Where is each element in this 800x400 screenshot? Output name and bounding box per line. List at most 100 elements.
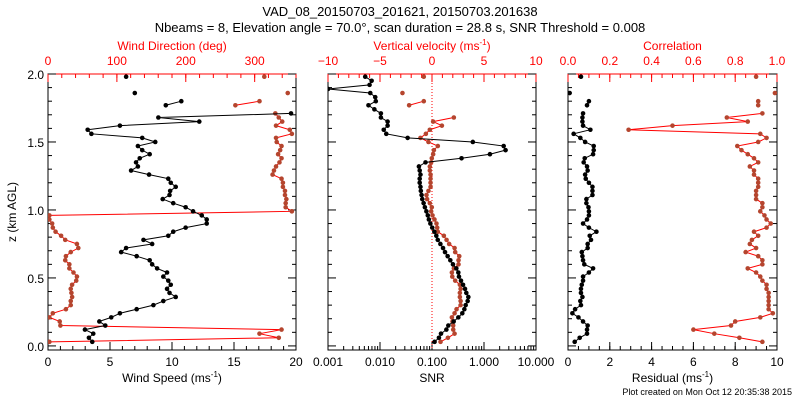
snr-point bbox=[367, 82, 372, 88]
residual-point bbox=[590, 192, 595, 198]
top-tick-label: −5 bbox=[373, 54, 387, 68]
bottom-axis-label: Residual (ms-1) bbox=[632, 370, 713, 385]
residual-point bbox=[584, 164, 590, 169]
vertical-velocity-point bbox=[456, 253, 462, 259]
wind-speed-point bbox=[163, 102, 169, 108]
y-axis-label: z (km AGL) bbox=[5, 182, 19, 242]
vertical-velocity-point bbox=[424, 196, 430, 202]
top-tick-label: −10 bbox=[318, 54, 339, 68]
top-tick-label: 0.2 bbox=[601, 54, 618, 68]
snr-point bbox=[417, 180, 422, 186]
vertical-velocity-point bbox=[429, 155, 435, 161]
wind-direction-point bbox=[285, 90, 291, 96]
correlation-point bbox=[755, 180, 761, 186]
wind-direction-point bbox=[49, 221, 55, 226]
vertical-velocity-point bbox=[450, 323, 456, 328]
snr-point bbox=[462, 286, 468, 292]
wind-direction-point bbox=[257, 331, 262, 336]
wind-direction-point bbox=[58, 233, 64, 239]
snr-point bbox=[373, 98, 379, 104]
residual-point bbox=[571, 131, 576, 137]
wind-speed-point bbox=[117, 310, 123, 316]
vertical-velocity-point bbox=[449, 274, 455, 279]
vertical-velocity-point bbox=[435, 143, 441, 149]
snr-point bbox=[456, 274, 462, 279]
correlation-point bbox=[757, 209, 763, 214]
wind-speed-point bbox=[204, 221, 210, 226]
correlation-point bbox=[760, 262, 765, 267]
residual-point bbox=[572, 306, 578, 312]
snr-point bbox=[456, 315, 461, 320]
snr-point bbox=[465, 298, 470, 304]
wind-speed-point bbox=[167, 188, 173, 194]
wind-direction-point bbox=[279, 155, 284, 161]
wind-direction-point bbox=[271, 168, 277, 173]
wind-direction-point bbox=[63, 306, 69, 312]
vertical-velocity-point bbox=[430, 119, 436, 124]
residual-point bbox=[590, 266, 596, 271]
data-series bbox=[568, 74, 777, 345]
wind-direction-point bbox=[274, 139, 280, 145]
wind-speed-point bbox=[161, 298, 166, 304]
data-series bbox=[328, 74, 508, 345]
wind-speed-point bbox=[135, 164, 141, 169]
vertical-velocity-point bbox=[428, 172, 433, 177]
wind-direction-point bbox=[50, 310, 56, 316]
wind-speed-point bbox=[173, 294, 179, 300]
vertical-velocity-point bbox=[426, 188, 431, 194]
snr-point bbox=[436, 335, 442, 341]
snr-point bbox=[454, 266, 459, 271]
vertical-velocity-point bbox=[454, 306, 459, 312]
wind-direction-point bbox=[279, 119, 285, 124]
wind-direction-point bbox=[277, 147, 283, 153]
wind-direction-point bbox=[69, 290, 74, 296]
correlation-point bbox=[760, 204, 765, 210]
snr-point bbox=[450, 262, 456, 267]
vertical-velocity-point bbox=[458, 298, 463, 304]
wind-direction-point bbox=[69, 282, 75, 288]
snr-point bbox=[487, 151, 493, 157]
wind-speed-point bbox=[134, 306, 139, 312]
residual-point bbox=[579, 282, 585, 288]
correlation-point bbox=[764, 286, 769, 292]
vertical-velocity-point bbox=[438, 339, 443, 345]
vertical-velocity-point bbox=[456, 257, 461, 263]
wind-direction-point bbox=[280, 180, 286, 186]
correlation-point bbox=[757, 315, 763, 320]
wind-direction-point bbox=[279, 327, 284, 332]
wind-direction-point bbox=[63, 253, 69, 259]
wind-speed-point bbox=[165, 233, 171, 239]
wind-direction-point bbox=[275, 151, 281, 157]
wind-speed-point bbox=[137, 155, 143, 161]
residual-point bbox=[578, 302, 584, 308]
residual-point bbox=[580, 253, 585, 259]
wind-speed-point bbox=[146, 172, 152, 177]
correlation-point bbox=[751, 229, 757, 235]
wind-speed-point bbox=[139, 147, 145, 153]
wind-direction-point bbox=[73, 278, 79, 283]
correlation-point bbox=[760, 111, 765, 116]
residual-point bbox=[586, 225, 592, 230]
wind-speed-point bbox=[164, 286, 170, 292]
correlation-point bbox=[749, 237, 755, 243]
bottom-tick-label: 5 bbox=[107, 355, 114, 369]
residual-point bbox=[582, 172, 588, 177]
plot-subtitle: Nbeams = 8, Elevation angle = 70.0°, sca… bbox=[154, 20, 646, 35]
snr-point bbox=[366, 102, 371, 108]
residual-point bbox=[587, 233, 593, 239]
wind-speed-point bbox=[89, 339, 95, 345]
residual-point bbox=[570, 310, 575, 316]
vertical-velocity-point bbox=[444, 237, 449, 243]
residual-point bbox=[581, 160, 586, 165]
correlation-point bbox=[762, 213, 767, 218]
correlation-point bbox=[626, 127, 631, 133]
wind-direction-point bbox=[282, 192, 288, 198]
plot-title: VAD_08_20150703_201621, 20150703.201638 bbox=[262, 4, 538, 19]
correlation-point bbox=[755, 98, 761, 104]
correlation-point bbox=[755, 176, 761, 181]
correlation-point bbox=[757, 274, 763, 279]
bottom-tick-label: 0.001 bbox=[313, 355, 343, 369]
residual-point bbox=[583, 176, 589, 181]
wind-speed-point bbox=[147, 151, 152, 157]
wind-direction-point bbox=[71, 270, 76, 275]
